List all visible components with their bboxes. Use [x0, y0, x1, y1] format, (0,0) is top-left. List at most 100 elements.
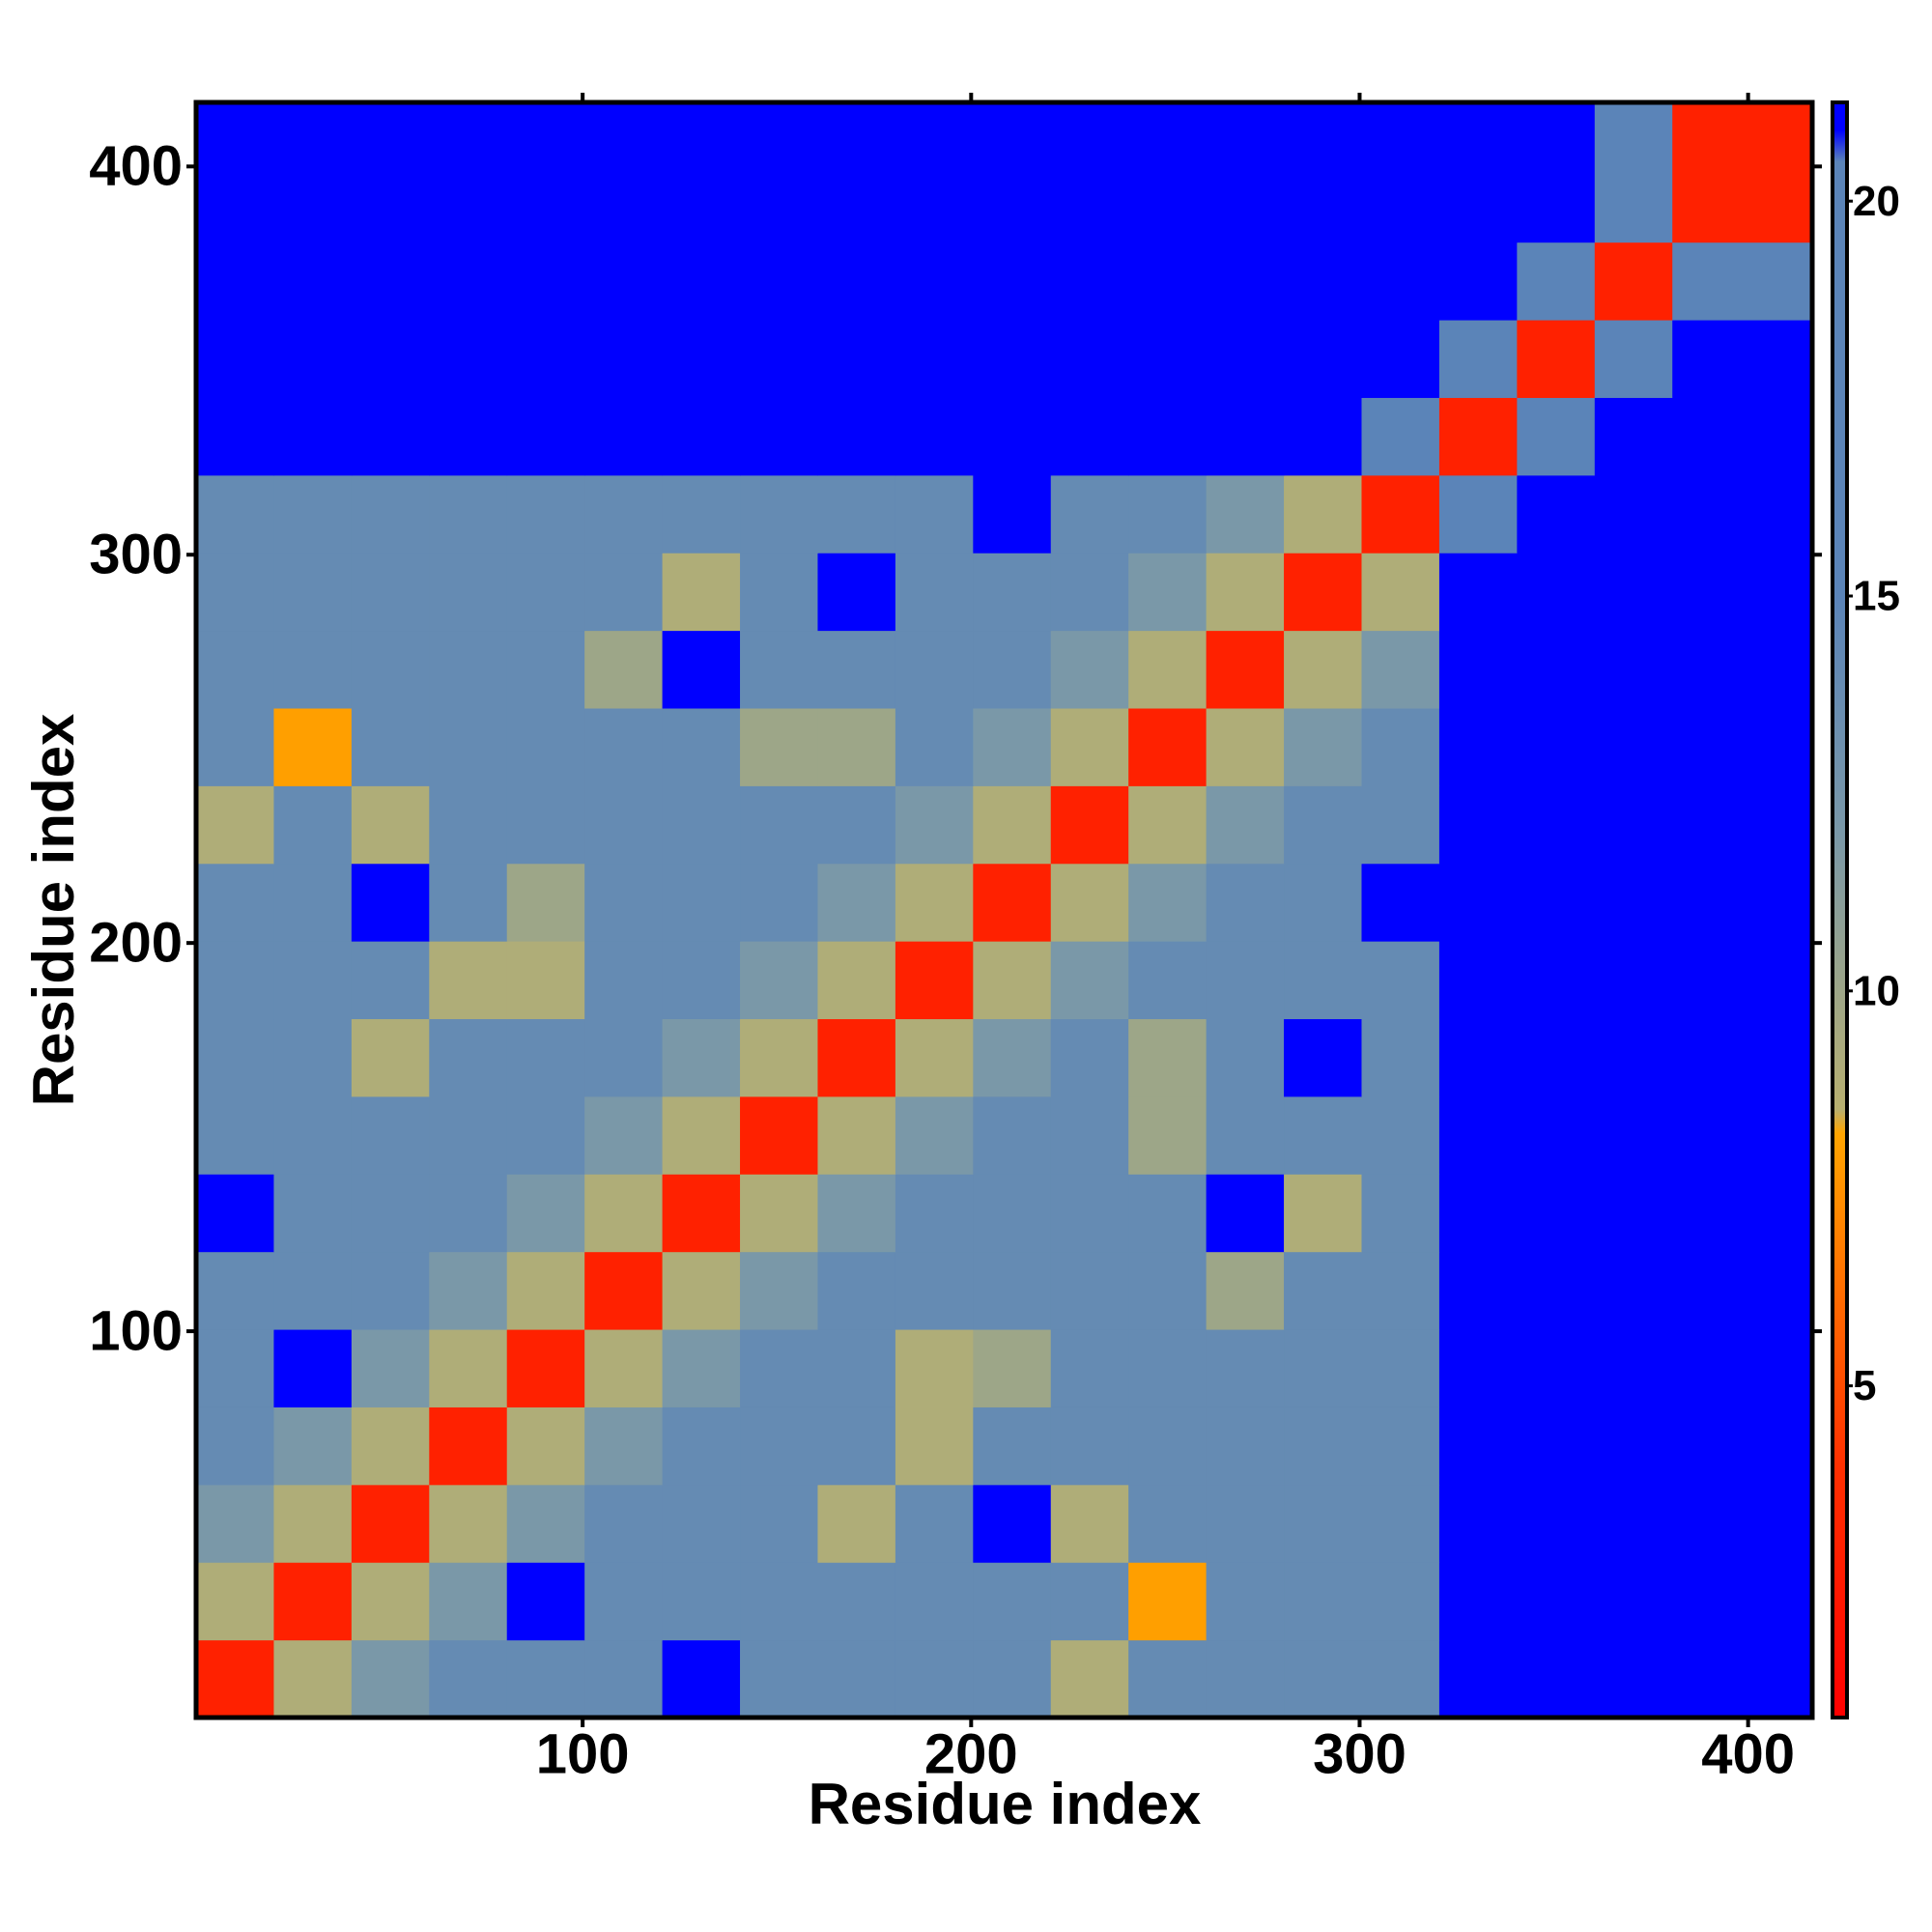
heatmap-cell — [429, 1484, 508, 1563]
heatmap-cell — [817, 1018, 896, 1097]
heatmap-cell — [1206, 1484, 1285, 1563]
heatmap-cell — [740, 1329, 818, 1407]
heatmap-cell — [1517, 1095, 1596, 1175]
heatmap-cell — [1284, 941, 1362, 1020]
heatmap-cell — [273, 785, 353, 865]
heatmap-cell — [1672, 708, 1813, 786]
heatmap-cell — [1438, 630, 1518, 709]
heatmap-cell — [1517, 1639, 1596, 1719]
heatmap-cell — [895, 1329, 974, 1407]
heatmap-cell — [429, 863, 508, 942]
heatmap-cell — [1284, 1406, 1362, 1486]
heatmap-cell — [662, 941, 741, 1020]
heatmap-cell — [1128, 1174, 1208, 1253]
heatmap-cell — [1361, 1251, 1440, 1330]
heatmap-cell — [740, 630, 818, 709]
heatmap-cell — [1672, 1484, 1813, 1563]
heatmap-cell — [1438, 1174, 1518, 1253]
plot-frame — [193, 99, 1815, 1720]
heatmap-cell — [817, 1562, 896, 1641]
heatmap-cell — [662, 708, 741, 786]
heatmap-cell — [1128, 785, 1208, 865]
heatmap-cell — [740, 474, 818, 554]
heatmap-cell — [895, 1251, 974, 1330]
heatmap-cell — [1438, 785, 1518, 865]
heatmap-cell — [1206, 553, 1285, 632]
heatmap-cell — [196, 863, 274, 942]
heatmap-cell — [584, 1329, 664, 1407]
heatmap-cell — [662, 102, 741, 243]
heatmap-cell — [895, 1639, 974, 1719]
heatmap-cell — [1594, 1174, 1673, 1253]
heatmap-cell — [1672, 242, 1813, 321]
heatmap-cell — [584, 1095, 664, 1175]
heatmap-cell — [1206, 474, 1285, 554]
heatmap-cell — [584, 1174, 664, 1253]
heatmap-cell — [1438, 320, 1518, 398]
heatmap-cell — [1050, 1406, 1129, 1486]
heatmap-cell — [1438, 1406, 1518, 1486]
heatmap-cell — [740, 1484, 818, 1563]
heatmap-cell — [1517, 102, 1596, 243]
heatmap-cell — [1050, 1562, 1129, 1641]
heatmap-cell — [584, 242, 664, 321]
heatmap-cell — [196, 941, 274, 1020]
heatmap-cell — [1672, 1639, 1813, 1719]
heatmap-cell — [1361, 785, 1440, 865]
heatmap-cell — [1594, 102, 1673, 243]
heatmap-cell — [273, 1484, 353, 1563]
heatmap-cell — [662, 553, 741, 632]
heatmap-cell — [1594, 1095, 1673, 1175]
y-axis-title: Residue index — [21, 714, 86, 1107]
heatmap-cell — [973, 630, 1052, 709]
heatmap-cell — [1594, 1484, 1673, 1563]
heatmap-cell — [1438, 1018, 1518, 1097]
heatmap-cell — [1284, 102, 1362, 243]
heatmap-cell — [1517, 708, 1596, 786]
heatmap-cell — [506, 1174, 585, 1253]
heatmap-cell — [584, 553, 664, 632]
heatmap-cell — [1206, 863, 1285, 942]
heatmap-cell — [584, 941, 664, 1020]
heatmap-cell — [1594, 1329, 1673, 1407]
heatmap-cell — [506, 1406, 585, 1486]
heatmap-cell — [662, 242, 741, 321]
heatmap-cell — [196, 1251, 274, 1330]
heatmap-cell — [1128, 553, 1208, 632]
heatmap-cell — [429, 1406, 508, 1486]
heatmap-cell — [351, 553, 430, 632]
heatmap-cell — [1284, 1251, 1362, 1330]
heatmap-cell — [973, 1484, 1052, 1563]
heatmap-cell — [1284, 1095, 1362, 1175]
heatmap-cell — [895, 1406, 974, 1486]
heatmap-cell — [196, 1095, 274, 1175]
heatmap-cell — [973, 785, 1052, 865]
heatmap-cell — [506, 1562, 585, 1641]
heatmap-cell — [273, 320, 353, 398]
heatmap-cell — [1361, 1329, 1440, 1407]
heatmap-cell — [1128, 708, 1208, 786]
heatmap-cell — [662, 1406, 741, 1486]
heatmap-cell — [1128, 1018, 1208, 1097]
heatmap-cell — [429, 1251, 508, 1330]
heatmap-cell — [895, 1018, 974, 1097]
heatmap-cell — [1128, 1406, 1208, 1486]
heatmap-cell — [1438, 1251, 1518, 1330]
heatmap-cell — [895, 630, 974, 709]
heatmap-cell — [429, 941, 508, 1020]
heatmap-cell — [506, 1251, 585, 1330]
heatmap-cell — [1050, 1329, 1129, 1407]
heatmap-cell — [1594, 242, 1673, 321]
heatmap-cell — [1672, 785, 1813, 865]
heatmap-cell — [506, 242, 585, 321]
heatmap-cell — [1594, 863, 1673, 942]
heatmap-cell — [895, 242, 974, 321]
heatmap-cell — [1361, 474, 1440, 554]
heatmap-cell — [429, 1329, 508, 1407]
heatmap-cell — [1128, 102, 1208, 243]
heatmap-cell — [506, 553, 585, 632]
heatmap-cell — [1361, 553, 1440, 632]
heatmap-cell — [1361, 1018, 1440, 1097]
heatmap-cell — [273, 1018, 353, 1097]
heatmap-cell — [506, 320, 585, 398]
